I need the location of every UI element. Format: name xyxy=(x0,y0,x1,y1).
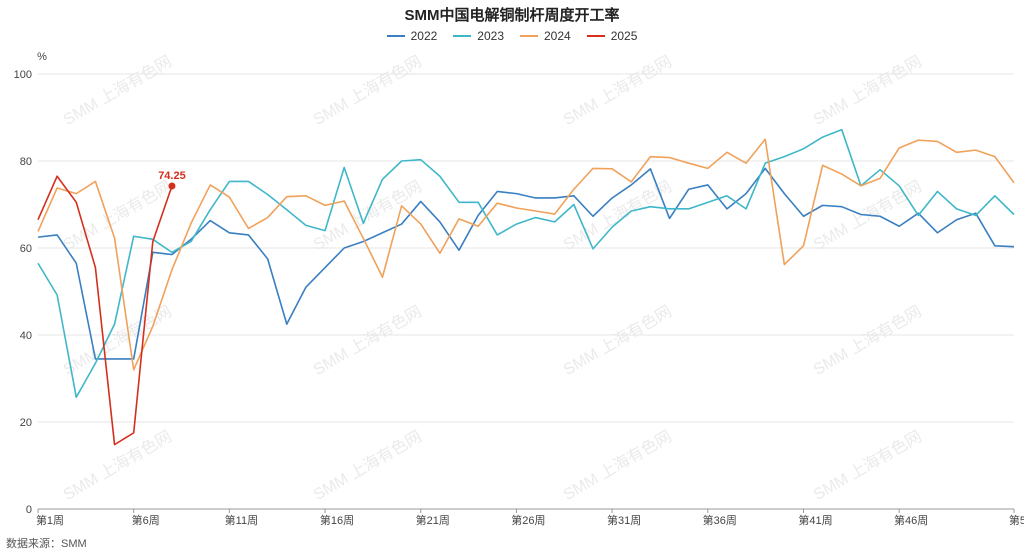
watermark: SMM 上海有色网 xyxy=(60,52,174,128)
x-tick-label: 第46周 xyxy=(894,513,928,527)
watermark: SMM 上海有色网 xyxy=(60,427,174,503)
y-tick-label: 20 xyxy=(20,417,32,429)
x-tick-label: 第21周 xyxy=(416,513,450,527)
x-tick-label: 第6周 xyxy=(132,513,160,527)
watermark: SMM 上海有色网 xyxy=(810,427,924,503)
series-line-2022 xyxy=(37,167,1015,360)
watermark: SMM 上海有色网 xyxy=(560,302,674,378)
watermark: SMM 上海有色网 xyxy=(310,177,424,253)
legend-swatch xyxy=(386,35,405,37)
legend-swatch xyxy=(586,35,605,37)
y-tick-label: 60 xyxy=(20,243,32,255)
legend-item-2025[interactable]: 2025 xyxy=(586,29,638,43)
legend-label: 2023 xyxy=(477,29,504,43)
series-line-2024 xyxy=(37,138,1015,371)
y-tick-label: 80 xyxy=(20,156,32,168)
series-line-2025 xyxy=(37,175,173,446)
y-tick-label: 0 xyxy=(26,504,32,516)
x-tick-label: 第11周 xyxy=(225,513,258,527)
data-label-2025: 74.25 xyxy=(158,170,186,182)
legend-item-2023[interactable]: 2023 xyxy=(453,29,504,43)
legend-label: 2025 xyxy=(610,29,638,43)
watermark: SMM 上海有色网 xyxy=(810,52,924,128)
legend-label: 2022 xyxy=(410,29,438,43)
x-tick-label: 第26周 xyxy=(511,513,545,527)
watermark: SMM 上海有色网 xyxy=(310,52,424,128)
legend-swatch xyxy=(453,35,472,37)
data-point-2025 xyxy=(168,182,176,190)
watermark: SMM 上海有色网 xyxy=(810,302,924,378)
x-tick-label: 第1周 xyxy=(36,513,64,527)
series-line-2023 xyxy=(37,128,1015,399)
y-tick-label: 100 xyxy=(14,69,32,81)
watermark: SMM 上海有色网 xyxy=(560,52,674,128)
x-tick-label: 第41周 xyxy=(798,513,832,527)
watermark: SMM 上海有色网 xyxy=(310,427,424,503)
legend-label: 2024 xyxy=(544,29,571,43)
legend: 2022 2023 2024 2025 xyxy=(0,29,1024,43)
y-axis-unit: % xyxy=(37,51,47,63)
x-tick-label: 第31周 xyxy=(607,513,641,527)
legend-item-2024[interactable]: 2024 xyxy=(520,29,571,43)
x-tick-label: 第16周 xyxy=(320,513,354,527)
source-note: 数据来源：SMM xyxy=(6,538,87,550)
chart-title: SMM中国电解铜制杆周度开工率 xyxy=(404,7,620,24)
x-tick-label: 第36周 xyxy=(703,513,737,527)
watermark: SMM 上海有色网 xyxy=(310,302,424,378)
watermark: SMM 上海有色网 xyxy=(560,427,674,503)
x-tick-label: 第52周 xyxy=(1009,513,1024,527)
legend-item-2022[interactable]: 2022 xyxy=(386,29,438,43)
legend-swatch xyxy=(520,35,538,37)
y-tick-label: 40 xyxy=(20,330,32,342)
